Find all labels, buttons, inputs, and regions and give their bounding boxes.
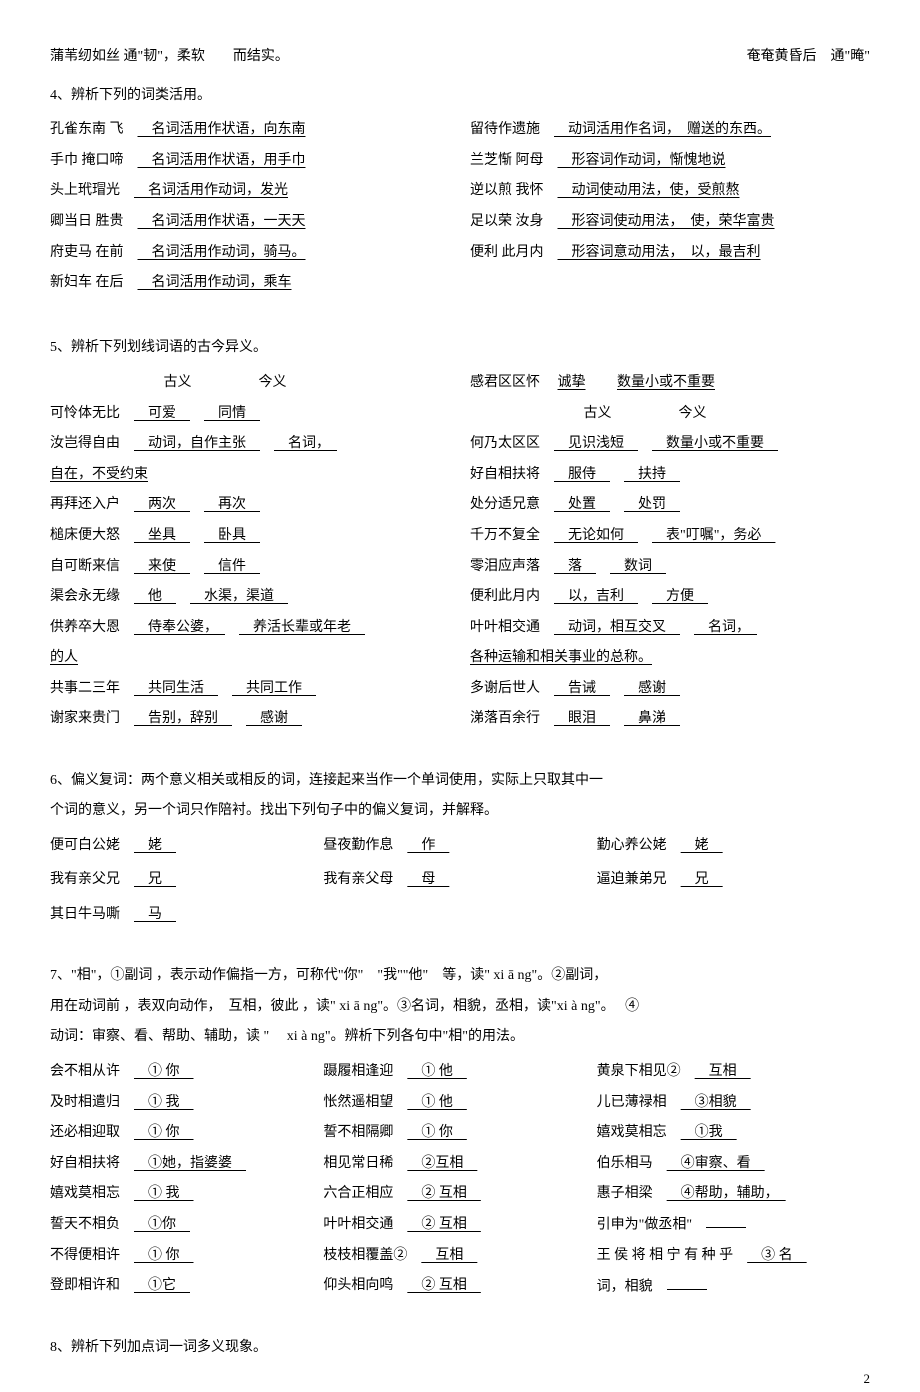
xiang-usage-item: 相见常日稀 ②互相	[323, 1151, 588, 1178]
xiang-usage-item: 词，相貌	[597, 1274, 862, 1301]
word-usage-item: 足以荣 汝身 形容词使动用法， 使，荣华富贵	[470, 209, 870, 236]
xiang-usage-item: 枝枝相覆盖② 互相	[323, 1243, 588, 1270]
word-usage-item: 手巾 掩口啼 名词活用作状语，用手巾	[50, 148, 450, 175]
xiang-usage-item: 引申为"做丞相"	[597, 1212, 862, 1239]
old-new-meaning-item: 共事二三年 共同生活 共同工作	[50, 676, 450, 703]
xiang-usage-item: 及时相遣归 ① 我	[50, 1090, 315, 1117]
old-new-meaning-item: 的人	[50, 645, 450, 672]
xiang-usage-item: 不得便相许 ① 你	[50, 1243, 315, 1270]
section-3-residual: 蒲苇纫如丝 通"韧"，柔软 而结实。 奄奄黄昏后 通"晻"	[50, 40, 870, 75]
word-usage-item: 便利 此月内 形容词意动用法， 以，最吉利	[470, 240, 870, 267]
xiang-usage-item: 誓不相隔卿 ① 你	[323, 1120, 588, 1147]
word-usage-item: 卿当日 胜贵 名词活用作状语，一天天	[50, 209, 450, 236]
bias-compound-item: 我有亲父兄 兄	[50, 867, 315, 894]
section-7-body: 会不相从许 ① 你 及时相遣归 ① 我 还必相迎取 ① 你 好自相扶将 ①她，指…	[50, 1055, 870, 1305]
word-usage-item: 留待作遗施 动词活用作名词， 赠送的东西。	[470, 117, 870, 144]
xiang-usage-item: 好自相扶将 ①她，指婆婆	[50, 1151, 315, 1178]
old-new-meaning-item: 何乃太区区 见识浅短 数量小或不重要	[470, 431, 870, 458]
old-new-meaning-item: 好自相扶将 服侍 扶持	[470, 462, 870, 489]
word-usage-item: 逆以煎 我怀 动词使动用法，使，受煎熬	[470, 178, 870, 205]
section-7-title-3: 动词：审察、看、帮助、辅助，读 " xi à ng"。辨析下列各句中"相"的用法…	[50, 1024, 870, 1051]
word-usage-item: 孔雀东南 飞 名词活用作状语，向东南	[50, 117, 450, 144]
old-new-meaning-item: 千万不复全 无论如何 表"叮嘱"，务必	[470, 523, 870, 550]
old-new-meaning-item: 谢家来贵门 告别，辞别 感谢	[50, 706, 450, 733]
xiang-usage-item: 黄泉下相见② 互相	[597, 1059, 862, 1086]
section-5-body: 古义 今义 可怜体无比 可爱 同情 汝岂得自由 动词，自作主张 名词， 自在，不…	[50, 366, 870, 737]
word-usage-item: 新妇车 在后 名词活用作动词，乘车	[50, 270, 450, 297]
section-5-header-left: 古义 今义	[50, 370, 450, 397]
old-new-meaning-item: 叶叶相交通 动词，相互交叉 名词，	[470, 615, 870, 642]
old-new-meaning-item: 多谢后世人 告诫 感谢	[470, 676, 870, 703]
old-new-meaning-item: 零泪应声落 落 数词	[470, 554, 870, 581]
word-usage-item: 头上玳瑁光 名词活用作动词，发光	[50, 178, 450, 205]
xiang-usage-item: 儿已薄禄相 ③相貌	[597, 1090, 862, 1117]
xiang-usage-item: 六合正相应 ② 互相	[323, 1181, 588, 1208]
old-new-meaning-item: 渠会永无缘 他 水渠，渠道	[50, 584, 450, 611]
xiang-usage-item: 惠子相梁 ④帮助，辅助，	[597, 1181, 862, 1208]
xiang-usage-item: 会不相从许 ① 你	[50, 1059, 315, 1086]
xiang-usage-item: 伯乐相马 ④审察、看	[597, 1151, 862, 1178]
section-7-title-2: 用在动词前 ，表双向动作， 互相，彼此 ，读" xi ā ng"。③名词，相貌，…	[50, 994, 870, 1021]
bias-compound-item: 其日牛马嘶 马	[50, 902, 315, 929]
section-5-right-first: 感君区区怀 诚挚 数量小或不重要	[470, 370, 870, 397]
xiang-usage-item: 誓天不相负 ①你	[50, 1212, 315, 1239]
xiang-usage-item: 王 侯 将 相 宁 有 种 乎 ③ 名	[597, 1243, 862, 1270]
xiang-usage-item: 蹑履相逢迎 ① 他	[323, 1059, 588, 1086]
section-6-title-1: 6、偏义复词：两个意义相关或相反的词，连接起来当作一个单词使用，实际上只取其中一	[50, 768, 870, 795]
xiang-usage-item: 还必相迎取 ① 你	[50, 1120, 315, 1147]
xiang-usage-item: 嬉戏莫相忘 ① 我	[50, 1181, 315, 1208]
old-new-meaning-item: 涕落百余行 眼泪 鼻涕	[470, 706, 870, 733]
section-5-title: 5、辨析下列划线词语的古今异义。	[50, 335, 870, 362]
xiang-usage-item: 仰头相向鸣 ② 互相	[323, 1273, 588, 1300]
line-3-left: 蒲苇纫如丝 通"韧"，柔软 而结实。	[50, 44, 450, 71]
xiang-usage-item: 登即相许和 ①它	[50, 1273, 315, 1300]
old-new-meaning-item: 便利此月内 以，吉利 方便	[470, 584, 870, 611]
page-number: 2	[864, 1367, 871, 1392]
xiang-usage-item: 叶叶相交通 ② 互相	[323, 1212, 588, 1239]
line-3-right: 奄奄黄昏后 通"晻"	[470, 44, 870, 71]
old-new-meaning-item: 可怜体无比 可爱 同情	[50, 401, 450, 428]
old-new-meaning-item: 自在，不受约束	[50, 462, 450, 489]
word-usage-item: 府吏马 在前 名词活用作动词，骑马。	[50, 240, 450, 267]
section-6-body: 便可白公姥 姥 昼夜勤作息 作 勤心养公姥 姥 我有亲父兄 兄 我有亲父母 母 …	[50, 829, 870, 933]
word-usage-item: 兰芝惭 阿母 形容词作动词，惭愧地说	[470, 148, 870, 175]
bias-compound-item: 昼夜勤作息 作	[323, 833, 588, 860]
old-new-meaning-item: 槌床便大怒 坐具 卧具	[50, 523, 450, 550]
bias-compound-item: 逼迫兼弟兄 兄	[597, 867, 862, 894]
old-new-meaning-item: 供养卒大恩 侍奉公婆， 养活长辈或年老	[50, 615, 450, 642]
section-6-title-2: 个词的意义，另一个词只作陪衬。找出下列句子中的偏义复词，并解释。	[50, 798, 870, 825]
xiang-usage-item: 怅然遥相望 ① 他	[323, 1090, 588, 1117]
xiang-usage-item: 嬉戏莫相忘 ①我	[597, 1120, 862, 1147]
bias-compound-item: 我有亲父母 母	[323, 867, 588, 894]
bias-compound-item: 勤心养公姥 姥	[597, 833, 862, 860]
section-4-body: 孔雀东南 飞 名词活用作状语，向东南手巾 掩口啼 名词活用作状语，用手巾头上玳瑁…	[50, 113, 870, 301]
document-page: 蒲苇纫如丝 通"韧"，柔软 而结实。 奄奄黄昏后 通"晻" 4、辨析下列的词类活…	[50, 40, 870, 1362]
old-new-meaning-item: 汝岂得自由 动词，自作主张 名词，	[50, 431, 450, 458]
section-8-title: 8、辨析下列加点词一词多义现象。	[50, 1335, 870, 1362]
old-new-meaning-item: 各种运输和相关事业的总称。	[470, 645, 870, 672]
old-new-meaning-item: 自可断来信 来使 信件	[50, 554, 450, 581]
old-new-meaning-item: 处分适兄意 处置 处罚	[470, 492, 870, 519]
bias-compound-item: 便可白公姥 姥	[50, 833, 315, 860]
old-new-meaning-item: 再拜还入户 两次 再次	[50, 492, 450, 519]
section-4-title: 4、辨析下列的词类活用。	[50, 83, 870, 110]
section-7-title-1: 7、"相"，①副词 ，表示动作偏指一方，可称代"你" "我""他" 等，读" x…	[50, 963, 870, 990]
section-5-header-right: 古义 今义	[470, 401, 870, 428]
